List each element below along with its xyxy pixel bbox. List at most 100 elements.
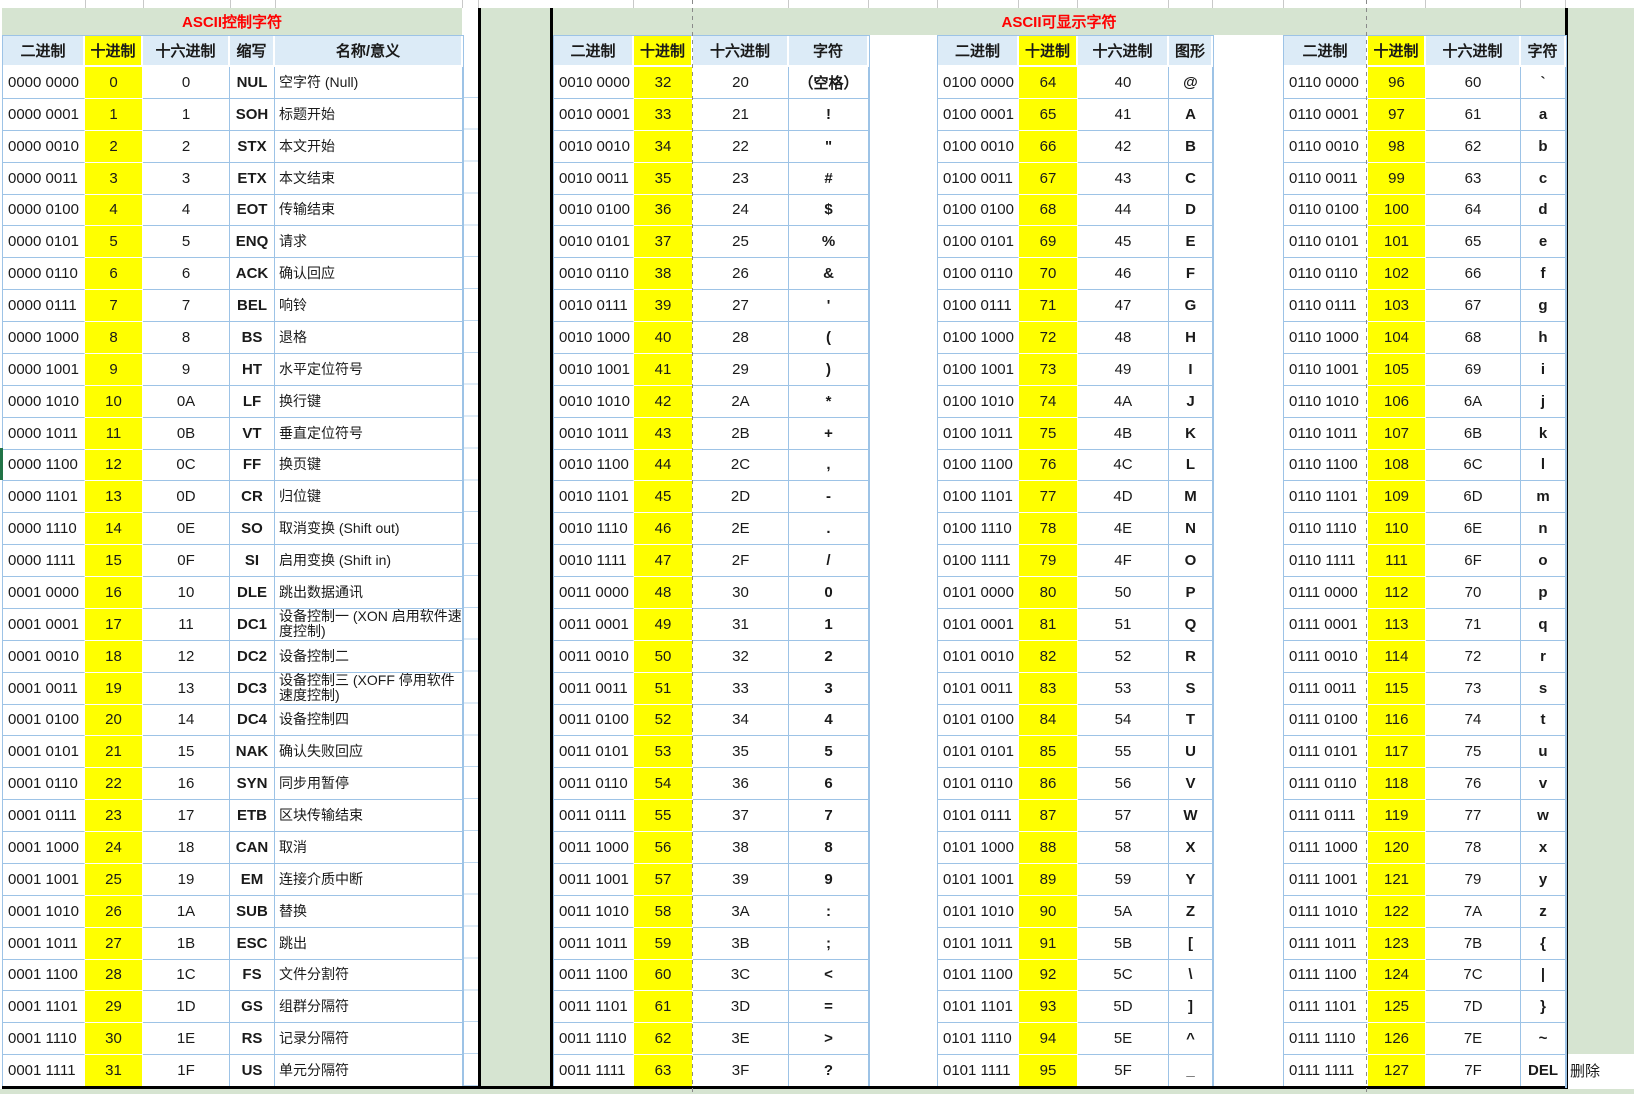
cell[interactable]: 本文结束 xyxy=(275,162,463,195)
cell[interactable]: ' xyxy=(789,290,869,322)
cell[interactable]: 0010 1110 xyxy=(554,513,634,546)
cell[interactable]: 113 xyxy=(1368,608,1426,641)
cell[interactable]: | xyxy=(1521,959,1566,992)
cell[interactable]: 0010 0111 xyxy=(554,290,634,322)
col-header-hex[interactable]: 十六进制 xyxy=(1078,36,1169,67)
cell[interactable]: 0101 0110 xyxy=(938,768,1019,801)
cell[interactable]: 2F xyxy=(693,545,789,577)
cell[interactable]: % xyxy=(789,226,869,259)
cell[interactable]: 47 xyxy=(1078,290,1169,322)
cell[interactable]: 97 xyxy=(1368,98,1426,131)
cell[interactable]: / xyxy=(789,545,869,577)
cell[interactable]: 5F xyxy=(1078,1055,1169,1087)
cell[interactable]: 退格 xyxy=(275,322,463,354)
cell[interactable]: 102 xyxy=(1368,258,1426,291)
control-table-title[interactable]: ASCII控制字符 xyxy=(2,8,462,35)
cell[interactable]: 0111 1010 xyxy=(1284,895,1368,928)
cell[interactable]: 0111 1100 xyxy=(1284,959,1368,992)
cell[interactable]: 27 xyxy=(85,927,143,960)
cell[interactable]: 63 xyxy=(1426,162,1521,195)
cell[interactable]: 42 xyxy=(634,385,693,418)
cell[interactable]: 7F xyxy=(1426,1055,1521,1087)
cell[interactable]: V xyxy=(1169,768,1213,801)
cell[interactable]: 12 xyxy=(85,449,143,482)
cell[interactable]: 48 xyxy=(634,577,693,609)
cell[interactable]: 2D xyxy=(693,481,789,514)
cell[interactable]: 69 xyxy=(1019,226,1078,259)
cell[interactable]: 响铃 xyxy=(275,290,463,322)
cell[interactable]: 7B xyxy=(1426,927,1521,960)
cell[interactable]: D xyxy=(1169,194,1213,227)
cell[interactable]: 88 xyxy=(1019,832,1078,864)
cell[interactable]: 0010 0001 xyxy=(554,98,634,131)
cell[interactable]: 59 xyxy=(1078,863,1169,896)
cell[interactable]: 59 xyxy=(634,927,693,960)
cell[interactable]: 5D xyxy=(1078,991,1169,1024)
cell[interactable]: 3 xyxy=(143,162,230,195)
cell[interactable]: 0000 0000 xyxy=(3,67,85,99)
cell[interactable]: 23 xyxy=(693,162,789,195)
cell[interactable]: 0000 0110 xyxy=(3,258,85,291)
cell[interactable]: ? xyxy=(789,1055,869,1087)
cell[interactable]: 18 xyxy=(143,832,230,864)
cell[interactable]: 12 xyxy=(143,640,230,673)
cell[interactable]: " xyxy=(789,130,869,163)
cell[interactable]: Z xyxy=(1169,895,1213,928)
cell[interactable]: 60 xyxy=(1426,67,1521,99)
cell[interactable]: 42 xyxy=(1078,130,1169,163)
cell[interactable]: 80 xyxy=(1019,577,1078,609)
cell[interactable]: 3 xyxy=(789,672,869,705)
cell[interactable]: 5B xyxy=(1078,927,1169,960)
cell[interactable]: CAN xyxy=(230,832,275,864)
cell[interactable]: 74 xyxy=(1426,704,1521,737)
cell[interactable]: 36 xyxy=(634,194,693,227)
cell[interactable]: 1E xyxy=(143,1023,230,1056)
cell[interactable]: 79 xyxy=(1426,863,1521,896)
cell[interactable]: B xyxy=(1169,130,1213,163)
cell[interactable]: 0000 0111 xyxy=(3,290,85,322)
cell[interactable]: 60 xyxy=(634,959,693,992)
cell[interactable]: 67 xyxy=(1019,162,1078,195)
cell[interactable]: 16 xyxy=(143,768,230,801)
cell[interactable]: 3C xyxy=(693,959,789,992)
cell[interactable]: 14 xyxy=(85,513,143,546)
cell[interactable]: 0000 1111 xyxy=(3,545,85,577)
cell[interactable]: 确认失败回应 xyxy=(275,736,463,769)
cell[interactable]: 0 xyxy=(85,67,143,99)
cell[interactable]: 51 xyxy=(1078,608,1169,641)
cell[interactable]: 111 xyxy=(1368,545,1426,577)
cell[interactable]: n xyxy=(1521,513,1566,546)
cell[interactable]: b xyxy=(1521,130,1566,163)
cell[interactable]: 0110 0001 xyxy=(1284,98,1368,131)
cell[interactable]: 0110 1010 xyxy=(1284,385,1368,418)
cell[interactable]: G xyxy=(1169,290,1213,322)
cell[interactable]: 0001 1100 xyxy=(3,959,85,992)
cell[interactable]: 0C xyxy=(143,449,230,482)
cell[interactable]: x xyxy=(1521,832,1566,864)
cell[interactable]: 0000 0011 xyxy=(3,162,85,195)
cell[interactable]: 0 xyxy=(789,577,869,609)
cell[interactable]: 35 xyxy=(634,162,693,195)
cell[interactable]: 39 xyxy=(634,290,693,322)
cell[interactable]: 0110 1100 xyxy=(1284,449,1368,482)
cell[interactable]: 8 xyxy=(143,322,230,354)
cell[interactable]: 72 xyxy=(1019,322,1078,354)
cell[interactable]: T xyxy=(1169,704,1213,737)
cell[interactable]: 0001 1011 xyxy=(3,927,85,960)
cell[interactable]: 换行键 xyxy=(275,385,463,418)
cell[interactable]: 103 xyxy=(1368,290,1426,322)
cell[interactable]: 73 xyxy=(1019,353,1078,386)
cell[interactable]: 57 xyxy=(1078,800,1169,832)
cell[interactable]: FS xyxy=(230,959,275,992)
cell[interactable]: NUL xyxy=(230,67,275,99)
cell[interactable]: 122 xyxy=(1368,895,1426,928)
cell[interactable]: 1B xyxy=(143,927,230,960)
cell[interactable]: 6 xyxy=(789,768,869,801)
col-header-binary[interactable]: 二进制 xyxy=(554,36,634,67)
cell[interactable]: 0110 0010 xyxy=(1284,130,1368,163)
cell[interactable]: 55 xyxy=(1078,736,1169,769)
cell[interactable]: ` xyxy=(1521,67,1566,99)
cell[interactable]: 2A xyxy=(693,385,789,418)
cell[interactable]: 47 xyxy=(634,545,693,577)
cell[interactable]: 0000 1110 xyxy=(3,513,85,546)
